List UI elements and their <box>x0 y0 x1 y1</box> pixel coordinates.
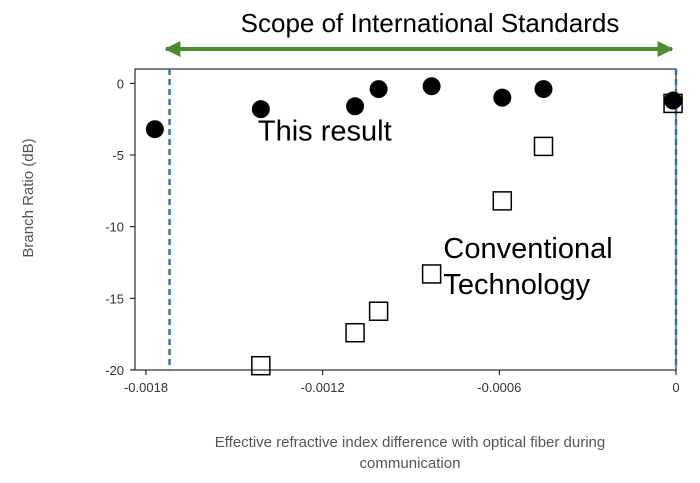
result-point <box>664 91 683 110</box>
conventional-point <box>368 301 389 321</box>
x-tick-label: -0.0012 <box>301 380 345 395</box>
conventional-point <box>251 355 271 376</box>
x-tick-label: -0.0006 <box>477 380 521 395</box>
annotation-label: Conventional <box>443 233 612 265</box>
y-tick-label: -15 <box>105 291 124 306</box>
data-points <box>145 77 683 376</box>
result-point <box>251 100 270 119</box>
conventional-point <box>421 264 442 284</box>
y-axis-ticks: 0 -5 -10 -15 -20 <box>105 76 135 378</box>
plot-area-frame <box>134 68 677 371</box>
x-tick-label: 0 <box>672 380 679 395</box>
result-point <box>369 80 388 99</box>
conventional-point <box>663 93 683 114</box>
x-axis-title-line-2: communication <box>360 455 461 472</box>
scope-lines <box>168 69 678 370</box>
conventional-point <box>345 322 365 343</box>
y-axis-title: Branch Ratio (dB) <box>20 138 37 257</box>
annotation-label: Technology <box>443 269 590 301</box>
result-point <box>422 77 441 96</box>
conventional-point <box>533 136 554 157</box>
conventional-point <box>492 191 513 211</box>
y-tick-label: -10 <box>105 220 124 235</box>
annotation-label: This result <box>258 116 392 148</box>
result-point <box>534 80 553 99</box>
y-tick-label: -20 <box>105 363 124 378</box>
y-tick-label: -5 <box>112 148 124 163</box>
result-point <box>145 120 164 139</box>
x-tick-label: -0.0018 <box>124 380 168 395</box>
x-axis-ticks: -0.0018 -0.0012 -0.0006 0 <box>124 370 680 395</box>
scope-banner-title: Scope of International Standards <box>241 8 620 38</box>
result-point <box>493 88 512 107</box>
x-axis-title-line-1: Effective refractive index difference wi… <box>215 434 605 451</box>
annotations: This result Conventional Technology <box>258 116 613 302</box>
result-point <box>346 97 365 116</box>
y-tick-label: 0 <box>117 76 124 91</box>
